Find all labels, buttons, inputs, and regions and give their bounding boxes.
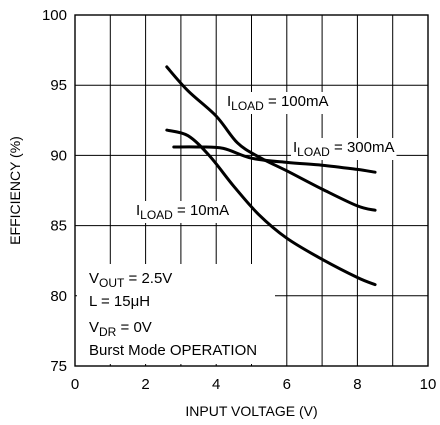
- series-label-300ma: ILOAD = 300mA: [293, 139, 394, 159]
- y-tick-label: 80: [50, 288, 67, 305]
- plot-area-border: [74, 14, 429, 367]
- axis-layer: 0 2 4 6 8 10 75 80 85 90 95 100 INPUT VOLTAGE (V) EFF…: [7, 7, 436, 419]
- y-tick-label: 85: [50, 218, 67, 235]
- x-tick-label: 8: [353, 376, 361, 393]
- annotation-line: VDR = 0V: [89, 319, 152, 339]
- grid-layer: [75, 15, 428, 366]
- x-tick-label: 0: [71, 376, 79, 393]
- y-tick-label: 95: [50, 77, 67, 94]
- annotation-line: Burst Mode OPERATION: [89, 342, 257, 359]
- annotation-layer: VOUT = 2.5V L = 15μH VDR = 0V Burst Mode OP…: [77, 264, 275, 364]
- series-label-background: [291, 138, 397, 160]
- x-tick-label: 10: [420, 376, 437, 393]
- series-label-background: [225, 92, 331, 114]
- x-axis-title: INPUT VOLTAGE (V): [185, 403, 317, 419]
- series-label-100ma: ILOAD = 100mA: [227, 93, 328, 113]
- series-line-10ma: [165, 128, 377, 287]
- y-tick-label: 75: [50, 358, 67, 375]
- x-tick-label: 6: [283, 376, 291, 393]
- x-tick-label: 4: [212, 376, 220, 393]
- series-layer: [165, 65, 377, 287]
- series-label-background: [134, 201, 232, 223]
- y-tick-label: 100: [42, 7, 67, 24]
- series-line-100ma: [165, 65, 377, 212]
- y-tick-label: 90: [50, 147, 67, 164]
- x-tick-label: 2: [141, 376, 149, 393]
- series-label-10ma: ILOAD = 10mA: [136, 202, 229, 222]
- annotation-line: L = 15μH: [89, 293, 150, 310]
- y-axis-title: EFFICIENCY (%): [7, 136, 23, 245]
- annotation-background: [77, 264, 275, 364]
- series-labels-layer: ILOAD = 100mA ILOAD = 300mA ILOAD = 10mA: [134, 92, 397, 223]
- annotation-line: VOUT = 2.5V: [89, 270, 172, 290]
